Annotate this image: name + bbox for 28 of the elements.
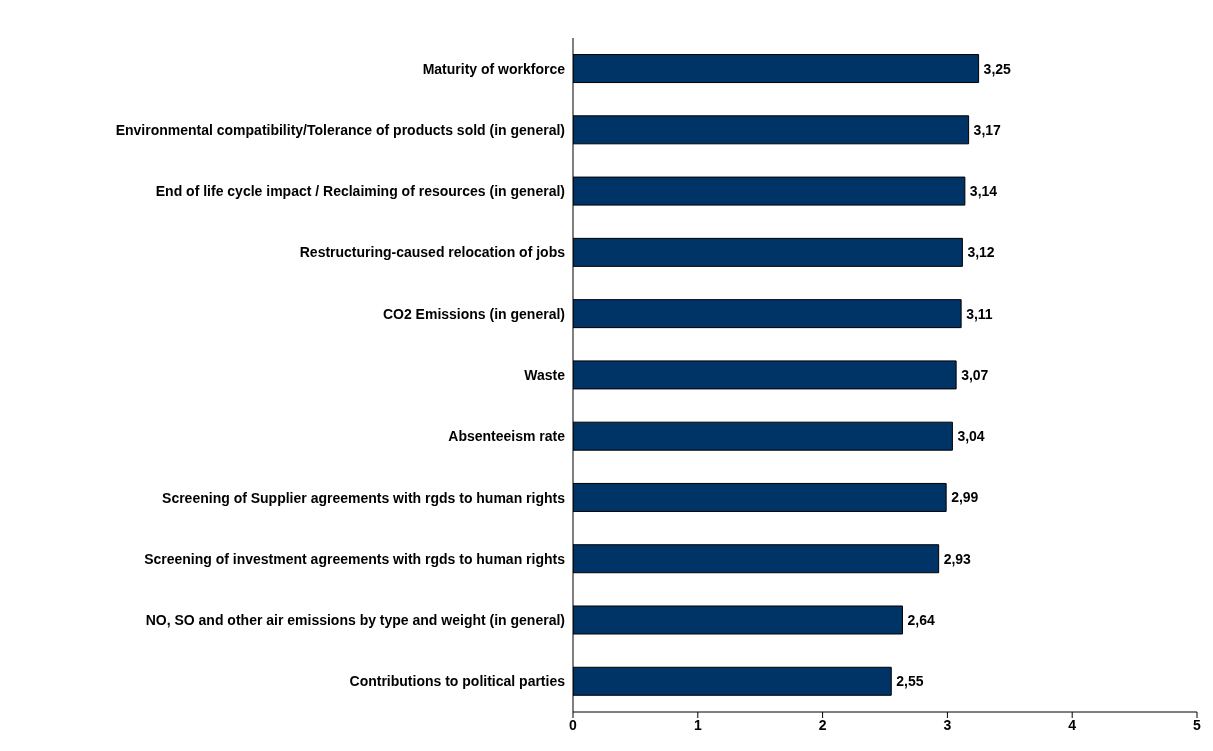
- data-label: 2,99: [951, 489, 979, 506]
- x-tick-label: 2: [818, 716, 827, 733]
- data-label: 2,55: [896, 673, 924, 690]
- data-label: 3,17: [973, 121, 1002, 138]
- data-label: 3,07: [961, 366, 989, 383]
- data-label: 3,11: [966, 305, 993, 322]
- y-tick-label: Restructuring-caused relocation of jobs: [299, 244, 566, 261]
- data-label: 2,93: [943, 550, 972, 567]
- data-label: 3,25: [983, 60, 1012, 77]
- y-tick-label: Waste: [524, 366, 566, 383]
- x-tick-label: 0: [569, 716, 578, 733]
- y-tick-label: Environmental compatibility/Tolerance of products sold (in general): [115, 121, 565, 138]
- x-tick-label: 4: [1068, 716, 1077, 733]
- x-tick-label: 5: [1193, 716, 1202, 733]
- y-tick-label: NO, SO and other air emissions by type and weight (in general): [145, 612, 565, 629]
- x-tick-label: 1: [693, 716, 702, 733]
- y-tick-label: Absenteeism rate: [448, 428, 566, 445]
- data-label: 3,04: [957, 428, 985, 445]
- x-tick-label: 3: [943, 716, 952, 733]
- y-tick-label: Contributions to political parties: [349, 673, 566, 690]
- y-tick-label: Screening of Supplier agreements with rgds to human rights: [162, 489, 566, 506]
- data-label: 3,14: [969, 183, 998, 200]
- data-label: 2,64: [907, 611, 935, 628]
- y-tick-label: Maturity of workforce: [422, 60, 566, 77]
- y-tick-label: End of life cycle impact / Reclaiming of resources (in general): [155, 183, 565, 200]
- y-tick-label: CO2 Emissions (in general): [382, 305, 565, 322]
- y-tick-label: Screening of investment agreements with rgds to human rights: [144, 550, 566, 567]
- data-label: 3,12: [967, 244, 995, 261]
